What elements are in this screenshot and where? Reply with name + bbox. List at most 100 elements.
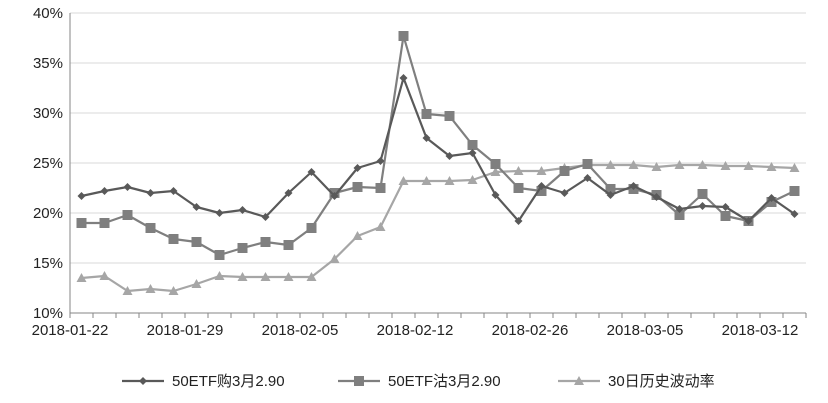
data-point bbox=[260, 237, 271, 247]
data-point bbox=[145, 223, 156, 233]
data-point bbox=[605, 184, 616, 194]
x-tick-label: 2018-01-22 bbox=[32, 322, 109, 339]
y-tick-label: 25% bbox=[33, 155, 63, 172]
data-point bbox=[99, 218, 110, 228]
data-point bbox=[283, 240, 294, 250]
x-tick-label: 2018-02-05 bbox=[262, 322, 339, 339]
data-point bbox=[123, 183, 132, 191]
data-point bbox=[306, 223, 317, 233]
data-point bbox=[352, 182, 363, 192]
data-point bbox=[283, 272, 294, 281]
data-point bbox=[238, 206, 247, 214]
data-point bbox=[168, 286, 179, 295]
legend-label: 30日历史波动率 bbox=[608, 373, 715, 390]
data-point bbox=[421, 176, 432, 185]
data-point bbox=[261, 213, 270, 221]
y-tick-label: 40% bbox=[33, 5, 63, 22]
data-point bbox=[490, 159, 501, 169]
x-tick-label: 2018-01-29 bbox=[147, 322, 224, 339]
data-point bbox=[353, 164, 362, 172]
data-point bbox=[376, 157, 385, 165]
data-point bbox=[399, 74, 408, 82]
x-tick-label: 2018-02-12 bbox=[377, 322, 454, 339]
data-point bbox=[422, 134, 431, 142]
series-square bbox=[76, 31, 800, 260]
data-point bbox=[652, 193, 661, 201]
data-point bbox=[790, 210, 799, 218]
data-point bbox=[537, 182, 546, 190]
data-point bbox=[744, 217, 753, 225]
data-point bbox=[698, 202, 707, 210]
data-point bbox=[237, 272, 248, 281]
data-point bbox=[444, 176, 455, 185]
data-point bbox=[491, 191, 500, 199]
data-point bbox=[421, 109, 432, 119]
data-point bbox=[445, 152, 454, 160]
data-point bbox=[536, 186, 547, 196]
series-line bbox=[81, 76, 796, 223]
x-tick-label: 2018-03-05 bbox=[607, 322, 684, 339]
data-point bbox=[329, 254, 340, 263]
data-point bbox=[307, 168, 316, 176]
data-point bbox=[76, 273, 87, 282]
data-point bbox=[789, 163, 800, 172]
data-point bbox=[582, 159, 593, 169]
legend-label: 50ETF购3月2.90 bbox=[172, 373, 285, 390]
legend-marker bbox=[354, 376, 364, 386]
legend: 50ETF购3月2.90 50ETF沽3月2.90 30日历史波动率 bbox=[122, 373, 715, 390]
data-point bbox=[583, 174, 592, 182]
data-point bbox=[260, 272, 271, 281]
data-point bbox=[789, 186, 800, 196]
data-point bbox=[560, 189, 569, 197]
data-point bbox=[76, 218, 87, 228]
data-point bbox=[214, 250, 225, 260]
data-point bbox=[766, 162, 777, 171]
data-point bbox=[651, 162, 662, 171]
data-point bbox=[284, 189, 293, 197]
y-tick-label: 15% bbox=[33, 255, 63, 272]
data-point bbox=[697, 160, 708, 169]
legend-marker bbox=[574, 376, 584, 385]
data-point bbox=[514, 217, 523, 225]
data-point bbox=[536, 166, 547, 175]
data-point bbox=[490, 167, 501, 176]
y-tick-label: 30% bbox=[33, 105, 63, 122]
data-point bbox=[467, 140, 478, 150]
legend-item: 50ETF购3月2.90 bbox=[122, 373, 285, 390]
y-tick-label: 10% bbox=[33, 305, 63, 322]
data-point bbox=[77, 192, 86, 200]
data-point bbox=[214, 271, 225, 280]
data-point bbox=[444, 111, 455, 121]
legend-label: 50ETF沽3月2.90 bbox=[388, 373, 501, 390]
data-point bbox=[697, 189, 708, 199]
data-point bbox=[468, 149, 477, 157]
data-point bbox=[168, 234, 179, 244]
data-point bbox=[191, 279, 202, 288]
data-point bbox=[674, 210, 685, 220]
data-point bbox=[606, 191, 615, 199]
data-point bbox=[375, 183, 386, 193]
series-lines bbox=[76, 31, 800, 295]
x-tick-label: 2018-03-12 bbox=[722, 322, 799, 339]
data-point bbox=[721, 203, 730, 211]
series-line bbox=[81, 34, 795, 257]
data-point bbox=[146, 189, 155, 197]
legend-item: 30日历史波动率 bbox=[558, 373, 715, 390]
series-triangle bbox=[76, 160, 800, 295]
data-point bbox=[330, 192, 339, 200]
data-point bbox=[237, 243, 248, 253]
series-diamond bbox=[77, 74, 799, 225]
legend-marker bbox=[139, 377, 147, 385]
y-tick-label: 35% bbox=[33, 55, 63, 72]
axes: 10% 15% 20% 25% 30% 35% 40% 2018-01-22 2018-01-2… bbox=[32, 5, 807, 339]
data-point bbox=[605, 160, 616, 169]
gridlines bbox=[70, 12, 806, 264]
data-point bbox=[675, 205, 684, 213]
data-point bbox=[398, 176, 409, 185]
data-point bbox=[191, 237, 202, 247]
data-point bbox=[767, 194, 776, 202]
data-point bbox=[100, 187, 109, 195]
data-point bbox=[192, 203, 201, 211]
